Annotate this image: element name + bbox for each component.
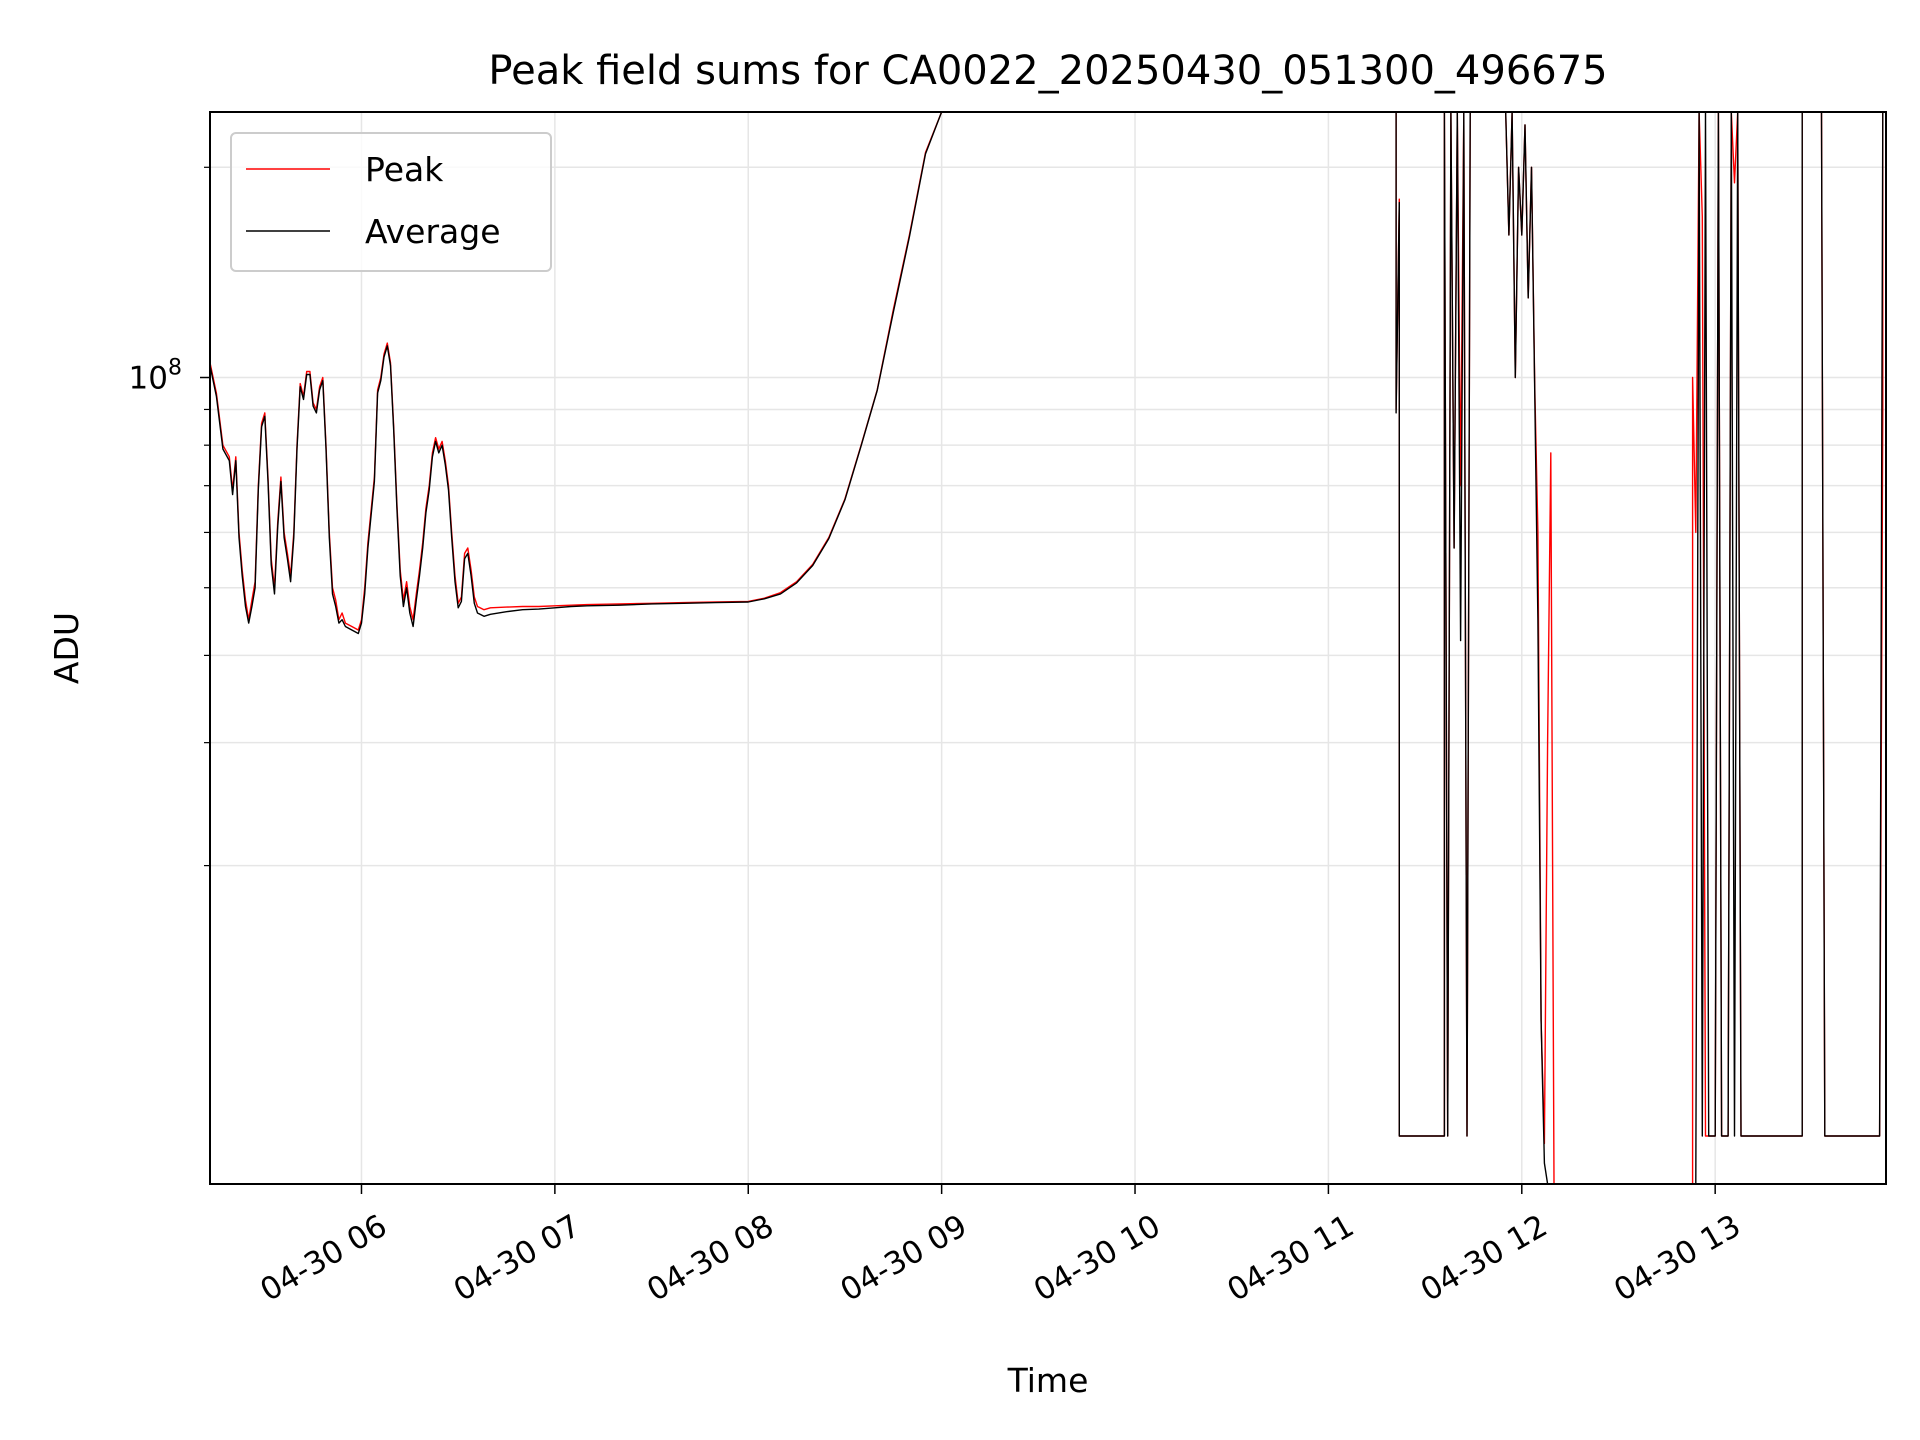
plot-area-frame xyxy=(209,111,1887,1185)
x-tick-label: 04-30 07 xyxy=(448,1208,587,1309)
x-tick-label: 04-30 08 xyxy=(641,1208,780,1309)
x-tick-label: 04-30 09 xyxy=(835,1208,974,1309)
x-tick-label: 04-30 06 xyxy=(254,1208,393,1309)
chart-title: Peak field sums for CA0022_20250430_0513… xyxy=(488,48,1607,94)
legend-frame xyxy=(230,132,552,272)
legend: Peak Average xyxy=(230,132,552,272)
y-axis-label: ADU xyxy=(47,612,86,684)
series-line-peak xyxy=(210,112,1886,1184)
x-tick-label: 04-30 10 xyxy=(1028,1208,1167,1309)
x-tick-label: 04-30 12 xyxy=(1415,1208,1554,1309)
series-group xyxy=(210,112,1886,1184)
x-tick-label: 04-30 11 xyxy=(1221,1208,1360,1309)
legend-label-peak: Peak xyxy=(365,150,444,189)
y-axis-ticks: 108 xyxy=(129,166,210,867)
x-tick-label: 04-30 13 xyxy=(1608,1208,1747,1309)
x-axis-ticks: 04-30 06 04-30 07 04-30 08 04-30 09 04-30 10… xyxy=(254,1184,1747,1309)
x-axis-label: Time xyxy=(1007,1361,1089,1400)
series-line-average xyxy=(210,112,1886,1184)
y-tick-label: 108 xyxy=(129,356,182,397)
legend-label-average: Average xyxy=(365,212,501,251)
grid-lines xyxy=(210,112,1886,1184)
